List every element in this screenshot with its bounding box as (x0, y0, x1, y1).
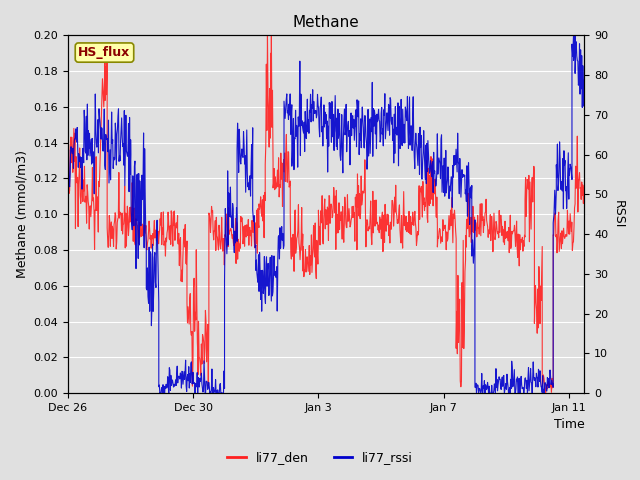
Title: Methane: Methane (293, 15, 360, 30)
Y-axis label: RSSI: RSSI (612, 200, 625, 228)
Text: HS_flux: HS_flux (78, 46, 131, 59)
X-axis label: Time: Time (554, 419, 584, 432)
Legend: li77_den, li77_rssi: li77_den, li77_rssi (222, 446, 418, 469)
Y-axis label: Methane (mmol/m3): Methane (mmol/m3) (15, 150, 28, 278)
